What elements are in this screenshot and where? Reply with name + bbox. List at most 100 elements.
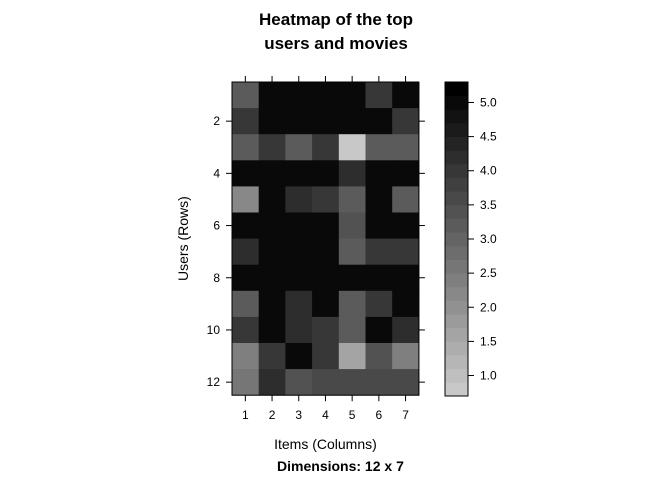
heatmap-cell-r2-c4 (312, 108, 340, 135)
heatmap-cell-r1-c1 (232, 82, 260, 109)
heatmap-cell-r8-c1 (232, 264, 260, 292)
heatmap-cell-r5-c6 (365, 186, 393, 213)
heatmap-cell-r2-c3 (285, 108, 313, 135)
heatmap-cell-r4-c4 (312, 160, 340, 187)
heatmap-cell-r7-c5 (338, 238, 366, 266)
x-tick-label: 3 (295, 408, 302, 422)
chart-title-line-2: users and movies (264, 34, 408, 53)
heatmap-cell-r2-c5 (338, 108, 366, 135)
heatmap-cell-r7-c6 (365, 238, 393, 266)
colorbar-level (445, 204, 468, 219)
colorbar-level (445, 273, 468, 288)
colorbar-level (445, 232, 468, 247)
colorbar-level (445, 314, 468, 329)
y-tick-label: 8 (213, 271, 220, 285)
heatmap-cell-r3-c3 (285, 134, 313, 161)
heatmap-cell-r3-c1 (232, 134, 260, 161)
heatmap-cell-r6-c6 (365, 212, 393, 239)
colorbar-level (445, 109, 468, 124)
colorbar-tick-label: 3.0 (480, 232, 497, 246)
x-tick-label: 5 (349, 408, 356, 422)
colorbar-tick-label: 3.5 (480, 198, 497, 212)
heatmap-cell-r4-c3 (285, 160, 313, 187)
colorbar-tick-label: 1.0 (480, 369, 497, 383)
colorbar-level (445, 218, 468, 233)
colorbar-tick-label: 4.5 (480, 130, 497, 144)
heatmap-cell-r4-c6 (365, 160, 393, 187)
colorbar-level (445, 327, 468, 342)
colorbar-level (445, 355, 468, 370)
heatmap-cell-r12-c3 (285, 369, 313, 396)
heatmap-cell-r8-c3 (285, 264, 313, 292)
heatmap-cell-r3-c7 (392, 134, 420, 161)
heatmap-cell-r11-c5 (338, 343, 366, 370)
heatmap-cell-r2-c1 (232, 108, 260, 135)
x-axis: 1 2 3 4 5 6 7 (242, 76, 409, 422)
heatmap-cell-r6-c7 (392, 212, 420, 239)
heatmap-cell-r12-c7 (392, 369, 420, 396)
heatmap-cell-r6-c3 (285, 212, 313, 239)
x-tick-label: 1 (242, 408, 249, 422)
y-axis: 2 4 6 8 10 12 (207, 114, 425, 389)
x-axis-label: Items (Columns) (274, 436, 377, 452)
y-tick-label: 4 (213, 166, 220, 180)
colorbar-level (445, 300, 468, 315)
heatmap-cell-r5-c4 (312, 186, 340, 213)
colorbar-level (445, 122, 468, 138)
heatmap-cell-r3-c4 (312, 134, 340, 161)
colorbar (444, 81, 469, 397)
heatmap-cell-r4-c2 (258, 160, 286, 187)
heatmap-cell-r6-c5 (338, 212, 366, 239)
colorbar-level (445, 163, 468, 178)
chart-title-line-1: Heatmap of the top (259, 10, 413, 29)
heatmap-cell-r9-c7 (392, 290, 420, 318)
heatmap-cell-r7-c2 (258, 238, 286, 266)
heatmap-cell-r1-c6 (365, 82, 393, 109)
y-axis-label: Users (Rows) (175, 196, 191, 281)
heatmap-cell-r5-c1 (232, 186, 260, 213)
colorbar-level (445, 95, 468, 110)
heatmap-cell-r6-c2 (258, 212, 286, 239)
heatmap-cell-r10-c5 (338, 316, 366, 344)
heatmap-cell-r1-c7 (392, 82, 420, 109)
colorbar-level (445, 382, 468, 397)
heatmap-cell-r5-c3 (285, 186, 313, 213)
heatmap-cell-r8-c2 (258, 264, 286, 292)
heatmap-cell-r1-c3 (285, 82, 313, 109)
heatmap-cell-r6-c1 (232, 212, 260, 239)
x-tick-label: 4 (322, 408, 329, 422)
heatmap-cell-r3-c5 (338, 134, 366, 161)
colorbar-tick-label: 1.5 (480, 334, 497, 348)
heatmap-cell-r7-c1 (232, 238, 260, 266)
heatmap-cell-r2-c6 (365, 108, 393, 135)
y-tick-label: 6 (213, 219, 220, 233)
heatmap-cell-r7-c3 (285, 238, 313, 266)
heatmap-cell-r5-c2 (258, 186, 286, 213)
colorbar-tick-label: 2.5 (480, 266, 497, 280)
heatmap-cell-r8-c5 (338, 264, 366, 292)
heatmap-cell-r10-c4 (312, 316, 340, 344)
colorbar-level (445, 150, 468, 165)
heatmap-cell-r12-c1 (232, 369, 260, 396)
heatmap-cell-r11-c2 (258, 343, 286, 370)
heatmap-cell-r3-c2 (258, 134, 286, 161)
heatmap-cell-r8-c4 (312, 264, 340, 292)
heatmap-cell-r7-c7 (392, 238, 420, 266)
colorbar-tick-label: 2.0 (480, 300, 497, 314)
heatmap-cell-r8-c6 (365, 264, 393, 292)
colorbar-level (445, 286, 468, 301)
heatmap-cell-r11-c3 (285, 343, 313, 370)
heatmap-cell-r9-c3 (285, 290, 313, 318)
colorbar-level (445, 82, 468, 97)
heatmap-cell-r2-c2 (258, 108, 286, 135)
heatmap-cell-r5-c5 (338, 186, 366, 213)
heatmap-cell-r4-c7 (392, 160, 420, 187)
heatmap-cell-r12-c6 (365, 369, 393, 396)
heatmap-cell-r10-c1 (232, 316, 260, 344)
colorbar-level (445, 177, 468, 192)
heatmap-cell-r10-c6 (365, 316, 393, 344)
colorbar-level (445, 259, 468, 274)
x-tick-label: 7 (402, 408, 409, 422)
heatmap-cell-r12-c2 (258, 369, 286, 396)
